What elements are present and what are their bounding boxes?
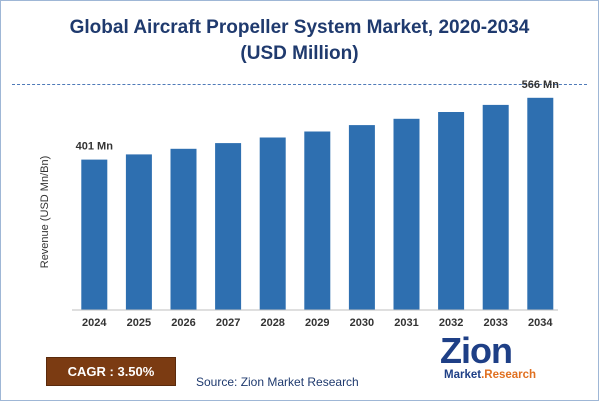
bar-2024 xyxy=(81,159,108,310)
title-separator xyxy=(12,84,587,85)
x-tick-label-2024: 2024 xyxy=(82,317,107,329)
bar-2028 xyxy=(259,137,286,310)
y-axis-label: Revenue (USD Mn/Bn) xyxy=(39,156,51,269)
x-tick-label-2033: 2033 xyxy=(483,317,507,329)
bar-2033 xyxy=(482,104,509,311)
x-tick-label-2030: 2030 xyxy=(350,317,374,329)
logo-wordmark: Zion xyxy=(440,330,513,371)
cagr-badge: CAGR : 3.50% xyxy=(46,357,176,386)
logo-tagline: Market.Research xyxy=(444,369,537,381)
bar-2032 xyxy=(438,112,465,310)
x-tick-label-2026: 2026 xyxy=(171,317,195,329)
source-text: Source: Zion Market Research xyxy=(196,375,359,389)
bar-2026 xyxy=(170,148,197,311)
chart-title: Global Aircraft Propeller System Market,… xyxy=(69,17,530,38)
x-tick-label-2034: 2034 xyxy=(528,317,553,329)
bar-2027 xyxy=(215,143,242,310)
x-tick-label-2029: 2029 xyxy=(305,317,329,329)
x-tick-label-2028: 2028 xyxy=(260,317,284,329)
x-tick-label-2025: 2025 xyxy=(127,317,151,329)
bar-2034 xyxy=(527,97,554,311)
data-label-2034: 566 Mn xyxy=(522,79,560,91)
chart-subtitle: (USD Million) xyxy=(240,43,359,64)
bar-2029 xyxy=(304,131,331,310)
bar-2031 xyxy=(393,118,420,311)
x-tick-label-2032: 2032 xyxy=(439,317,463,329)
bar-2025 xyxy=(125,154,152,310)
zion-logo: Zion Market.Research xyxy=(440,330,550,388)
bar-2030 xyxy=(348,125,375,310)
data-label-2024: 401 Mn xyxy=(76,141,114,153)
x-tick-label-2027: 2027 xyxy=(216,317,240,329)
x-tick-label-2031: 2031 xyxy=(394,317,418,329)
